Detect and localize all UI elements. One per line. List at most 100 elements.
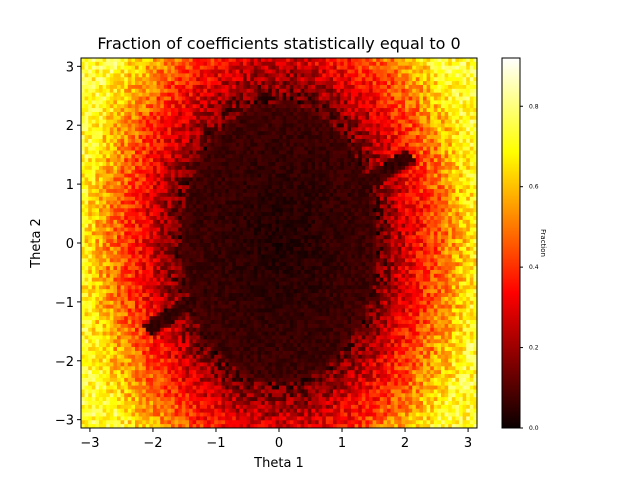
heatmap-cell <box>271 173 276 179</box>
heatmap-cell <box>383 73 388 78</box>
heatmap-cell <box>426 104 431 109</box>
heatmap-cell <box>131 146 136 152</box>
heatmap-cell <box>466 73 471 78</box>
heatmap-cell <box>174 150 179 155</box>
heatmap-cell <box>91 216 96 221</box>
heatmap-cell <box>81 127 86 132</box>
heatmap-cell <box>124 81 129 86</box>
heatmap-cell <box>415 81 420 86</box>
heatmap-cell <box>185 150 190 155</box>
heatmap-cell <box>275 111 280 117</box>
heatmap-cell <box>300 92 305 98</box>
heatmap-cell <box>81 58 86 63</box>
heatmap-cell <box>379 88 384 94</box>
heatmap-cell <box>333 223 338 229</box>
heatmap-cell <box>153 73 158 78</box>
heatmap-cell <box>361 81 366 86</box>
heatmap-cell <box>149 216 154 221</box>
heatmap-cell <box>120 227 125 233</box>
heatmap-cell <box>106 115 111 121</box>
heatmap-cell <box>171 84 176 90</box>
heatmap-cell <box>307 192 312 198</box>
heatmap-cell <box>109 104 114 109</box>
heatmap-cell <box>261 69 266 75</box>
heatmap-cell <box>433 181 438 186</box>
heatmap-cell <box>243 181 248 186</box>
heatmap-cell <box>113 196 118 202</box>
heatmap-cell <box>113 104 118 109</box>
heatmap-cell <box>365 123 370 128</box>
heatmap-cell <box>138 177 143 182</box>
heatmap-cell <box>153 123 158 128</box>
heatmap-cell <box>394 223 399 229</box>
heatmap-cell <box>412 92 417 98</box>
heatmap-cell <box>138 61 143 67</box>
heatmap-cell <box>408 146 413 152</box>
heatmap-cell <box>466 216 471 221</box>
heatmap-cell <box>300 223 305 229</box>
heatmap-cell <box>441 227 446 233</box>
heatmap-cell <box>441 192 446 198</box>
heatmap-cell <box>343 61 348 67</box>
heatmap-cell <box>376 196 381 202</box>
heatmap-cell <box>199 154 204 159</box>
heatmap-cell <box>156 135 161 140</box>
heatmap-cell <box>167 154 172 159</box>
heatmap-cell <box>120 119 125 125</box>
heatmap-cell <box>221 96 226 101</box>
heatmap-cell <box>246 204 251 209</box>
heatmap-cell <box>318 169 323 175</box>
heatmap-cell <box>365 65 370 71</box>
heatmap-cell <box>322 138 327 144</box>
heatmap-cell <box>232 150 237 155</box>
heatmap-cell <box>88 131 93 136</box>
heatmap-cell <box>300 200 305 206</box>
heatmap-cell <box>390 181 395 186</box>
heatmap-cell <box>437 127 442 132</box>
heatmap-cell <box>379 108 384 113</box>
heatmap-cell <box>138 223 143 229</box>
heatmap-cell <box>163 58 168 63</box>
heatmap-cell <box>106 123 111 128</box>
heatmap-cell <box>264 65 269 71</box>
heatmap-cell <box>315 162 320 167</box>
heatmap-cell <box>88 204 93 209</box>
heatmap-cell <box>279 77 284 82</box>
heatmap-cell <box>462 104 467 109</box>
heatmap-cell <box>307 84 312 90</box>
heatmap-cell <box>322 142 327 148</box>
heatmap-cell <box>156 142 161 148</box>
heatmap-cell <box>185 104 190 109</box>
heatmap-cell <box>163 119 168 125</box>
heatmap-cell <box>91 123 96 128</box>
heatmap-cell <box>95 77 100 82</box>
heatmap-cell <box>415 115 420 121</box>
heatmap-cell <box>433 208 438 213</box>
heatmap-cell <box>160 227 165 233</box>
heatmap-cell <box>207 77 212 82</box>
heatmap-cell <box>401 92 406 98</box>
heatmap-cell <box>243 200 248 206</box>
heatmap-cell <box>462 65 467 71</box>
heatmap-cell <box>120 69 125 75</box>
heatmap-cell <box>124 150 129 155</box>
heatmap-cell <box>318 142 323 148</box>
heatmap-cell <box>379 142 384 148</box>
heatmap-cell <box>469 154 474 159</box>
heatmap-cell <box>329 96 334 101</box>
heatmap-cell <box>448 196 453 202</box>
heatmap-cell <box>387 119 392 125</box>
heatmap-cell <box>351 119 356 125</box>
heatmap-cell <box>225 196 230 202</box>
heatmap-cell <box>376 84 381 90</box>
heatmap-cell <box>171 231 176 236</box>
heatmap-cell <box>437 216 442 221</box>
heatmap-cell <box>225 58 230 63</box>
heatmap-cell <box>228 100 233 105</box>
heatmap-cell <box>99 58 104 63</box>
heatmap-cell <box>271 212 276 217</box>
heatmap-cell <box>199 58 204 63</box>
heatmap-cell <box>390 216 395 221</box>
heatmap-cell <box>257 65 262 71</box>
heatmap-cell <box>203 108 208 113</box>
